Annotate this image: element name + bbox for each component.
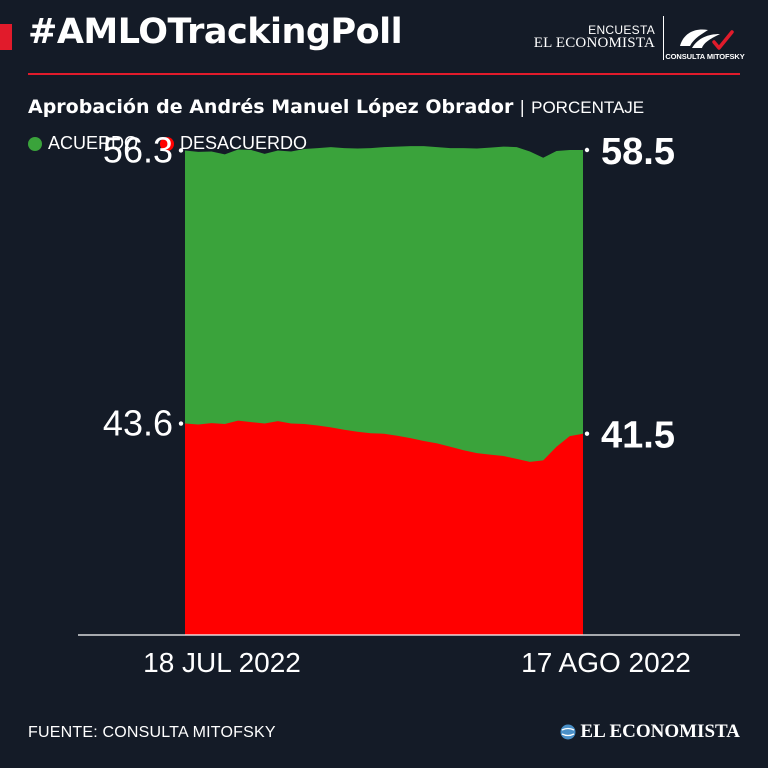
chart-unit: PORCENTAJE (531, 98, 645, 117)
legend-label-desacuerdo: DESACUERDO (180, 133, 308, 153)
brand-header: ENCUESTA EL ECONOMISTA CONSULTA MITOFSKY (534, 14, 745, 62)
brand-name: EL ECONOMISTA (533, 35, 655, 52)
legend-label-acuerdo: ACUERDO (48, 133, 139, 153)
annotation-dot-end-3 (584, 431, 590, 436)
logo-caption: CONSULTA MITOFSKY (665, 52, 745, 61)
x-tick-label-0: 18 JUL 2022 (143, 647, 301, 678)
brand-divider (663, 16, 664, 60)
mitofsky-logo: CONSULTA MITOFSKY (665, 15, 745, 61)
accent-bar (0, 24, 12, 50)
header-rule (28, 73, 740, 75)
legend-item-desacuerdo: DESACUERDO (160, 133, 307, 154)
annotation-dot-start-1 (178, 421, 184, 426)
chart-title: Aprobación de Andrés Manuel López Obrado… (28, 96, 514, 118)
footer-brand-name: EL ECONOMISTA (580, 721, 740, 742)
legend-dot-acuerdo (28, 136, 42, 151)
legend-dot-desacuerdo (160, 136, 175, 151)
mitofsky-logo-icon (680, 29, 734, 50)
legend-item-acuerdo: ACUERDO (28, 133, 138, 154)
hashtag-title: #AMLOTrackingPoll (28, 12, 403, 52)
annotation-start-acuerdo: 56.3 (103, 129, 173, 170)
annotation-start-desacuerdo: 43.6 (103, 403, 173, 444)
brand-text: ENCUESTA EL ECONOMISTA (534, 24, 655, 52)
chart-title-row: Aprobación de Andrés Manuel López Obrado… (28, 96, 644, 118)
x-tick-label-1: 17 AGO 2022 (521, 647, 691, 678)
annotation-dot-start-0 (178, 148, 184, 153)
footer-brand: EL ECONOMISTA (560, 721, 740, 743)
annotation-end-acuerdo: 58.5 (601, 131, 675, 173)
title-separator: | (519, 98, 526, 118)
legend: ACUERDO DESACUERDO (28, 133, 329, 154)
brand-small-label: ENCUESTA (588, 22, 655, 37)
annotation-dot-end-2 (584, 147, 590, 153)
annotation-end-desacuerdo: 41.5 (601, 415, 675, 457)
area-desacuerdo (185, 420, 583, 635)
source-note: FUENTE: CONSULTA MITOFSKY (28, 724, 276, 741)
globe-icon (560, 724, 576, 740)
